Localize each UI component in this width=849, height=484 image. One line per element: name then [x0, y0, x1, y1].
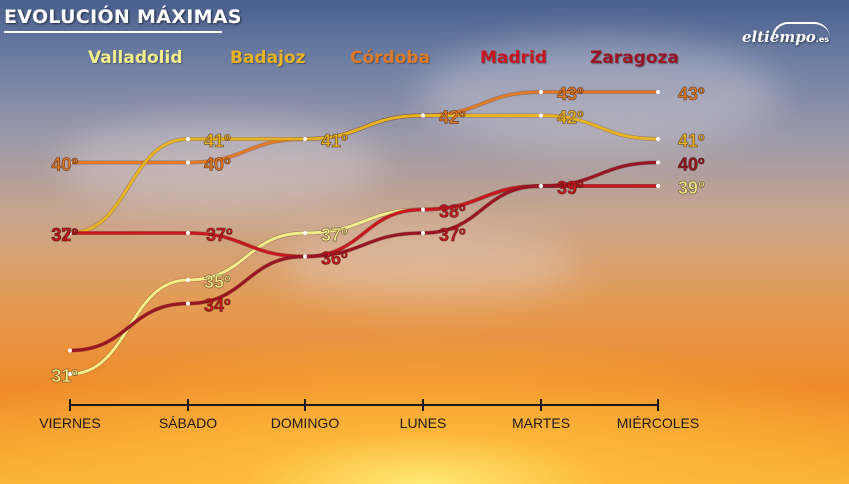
data-label: 37º: [439, 225, 466, 245]
x-tick-label: SÁBADO: [159, 415, 217, 431]
data-label: 42º: [557, 108, 584, 128]
x-tick-label: LUNES: [400, 415, 447, 431]
cordoba-line-point: [186, 160, 190, 165]
legend-zaragoza: Zaragoza: [590, 48, 679, 68]
badajoz-line: [69, 113, 659, 235]
x-tick-label: MARTES: [512, 415, 570, 431]
data-label: 37º: [51, 225, 78, 245]
logo-arc-icon: [772, 22, 830, 38]
zaragoza-line: [69, 161, 659, 352]
data-label: 39º: [557, 178, 584, 198]
data-label: 41º: [204, 131, 231, 151]
badajoz-line-point: [186, 137, 190, 141]
cloud-decoration: [280, 230, 580, 300]
madrid-line-point: [656, 184, 660, 188]
data-label: 32º: [51, 225, 78, 245]
badajoz-line-shadow: [69, 113, 659, 235]
valladolid-line: [69, 184, 658, 376]
cloud-decoration: [420, 40, 780, 150]
zaragoza-line-point: [186, 301, 190, 306]
cordoba-line-point: [656, 90, 660, 94]
cordoba-line-point: [68, 160, 72, 165]
data-label: 40º: [678, 155, 705, 175]
data-label: 40º: [204, 155, 231, 175]
badajoz-line-point: [421, 113, 425, 118]
valladolid-line-point: [68, 372, 72, 376]
zaragoza-line-point: [68, 348, 72, 353]
badajoz-line-point: [303, 137, 307, 141]
data-label: 39º: [678, 178, 705, 198]
legend-cordoba: Córdoba: [350, 48, 431, 68]
data-label: 34º: [204, 296, 231, 316]
madrid-line-point: [68, 231, 72, 235]
valladolid-line-point: [303, 231, 307, 235]
data-label: 36º: [321, 249, 348, 269]
zaragoza-line-point: [539, 184, 543, 188]
legend-badajoz: Badajoz: [230, 48, 306, 68]
x-tick-label: MIÉRCOLES: [617, 415, 699, 431]
data-label: 31º: [51, 366, 78, 386]
data-label: 41º: [321, 131, 348, 151]
data-label: 43º: [557, 84, 584, 104]
madrid-line-point: [186, 231, 190, 235]
data-label: 43º: [678, 84, 705, 104]
data-label: 38º: [439, 202, 466, 222]
valladolid-line-point: [186, 278, 190, 282]
zaragoza-line-point: [421, 231, 425, 235]
cordoba-line-point: [539, 90, 543, 94]
title-underline: [4, 31, 222, 33]
x-tick-label: VIERNES: [39, 415, 100, 431]
legend-valladolid: Valladolid: [88, 48, 183, 68]
chart-title: EVOLUCIÓN MÁXIMAS: [4, 6, 242, 28]
data-label: 37º: [321, 225, 348, 245]
zaragoza-line-point: [303, 254, 307, 259]
eltiempo-logo[interactable]: eltiempo.es: [742, 22, 838, 48]
badajoz-line-point: [656, 137, 660, 141]
data-label: 40º: [51, 155, 78, 175]
data-label: 37º: [206, 225, 233, 245]
legend-madrid: Madrid: [480, 48, 547, 68]
cloud-decoration: [60, 120, 380, 210]
x-tick-label: DOMINGO: [271, 415, 340, 431]
data-label: 42º: [439, 108, 466, 128]
zaragoza-line-point: [656, 160, 660, 165]
madrid-line-point: [421, 207, 425, 212]
badajoz-line-point: [539, 113, 543, 118]
data-label: 41º: [678, 131, 705, 151]
data-label: 35º: [204, 272, 231, 292]
valladolid-line-shadow: [69, 183, 658, 376]
